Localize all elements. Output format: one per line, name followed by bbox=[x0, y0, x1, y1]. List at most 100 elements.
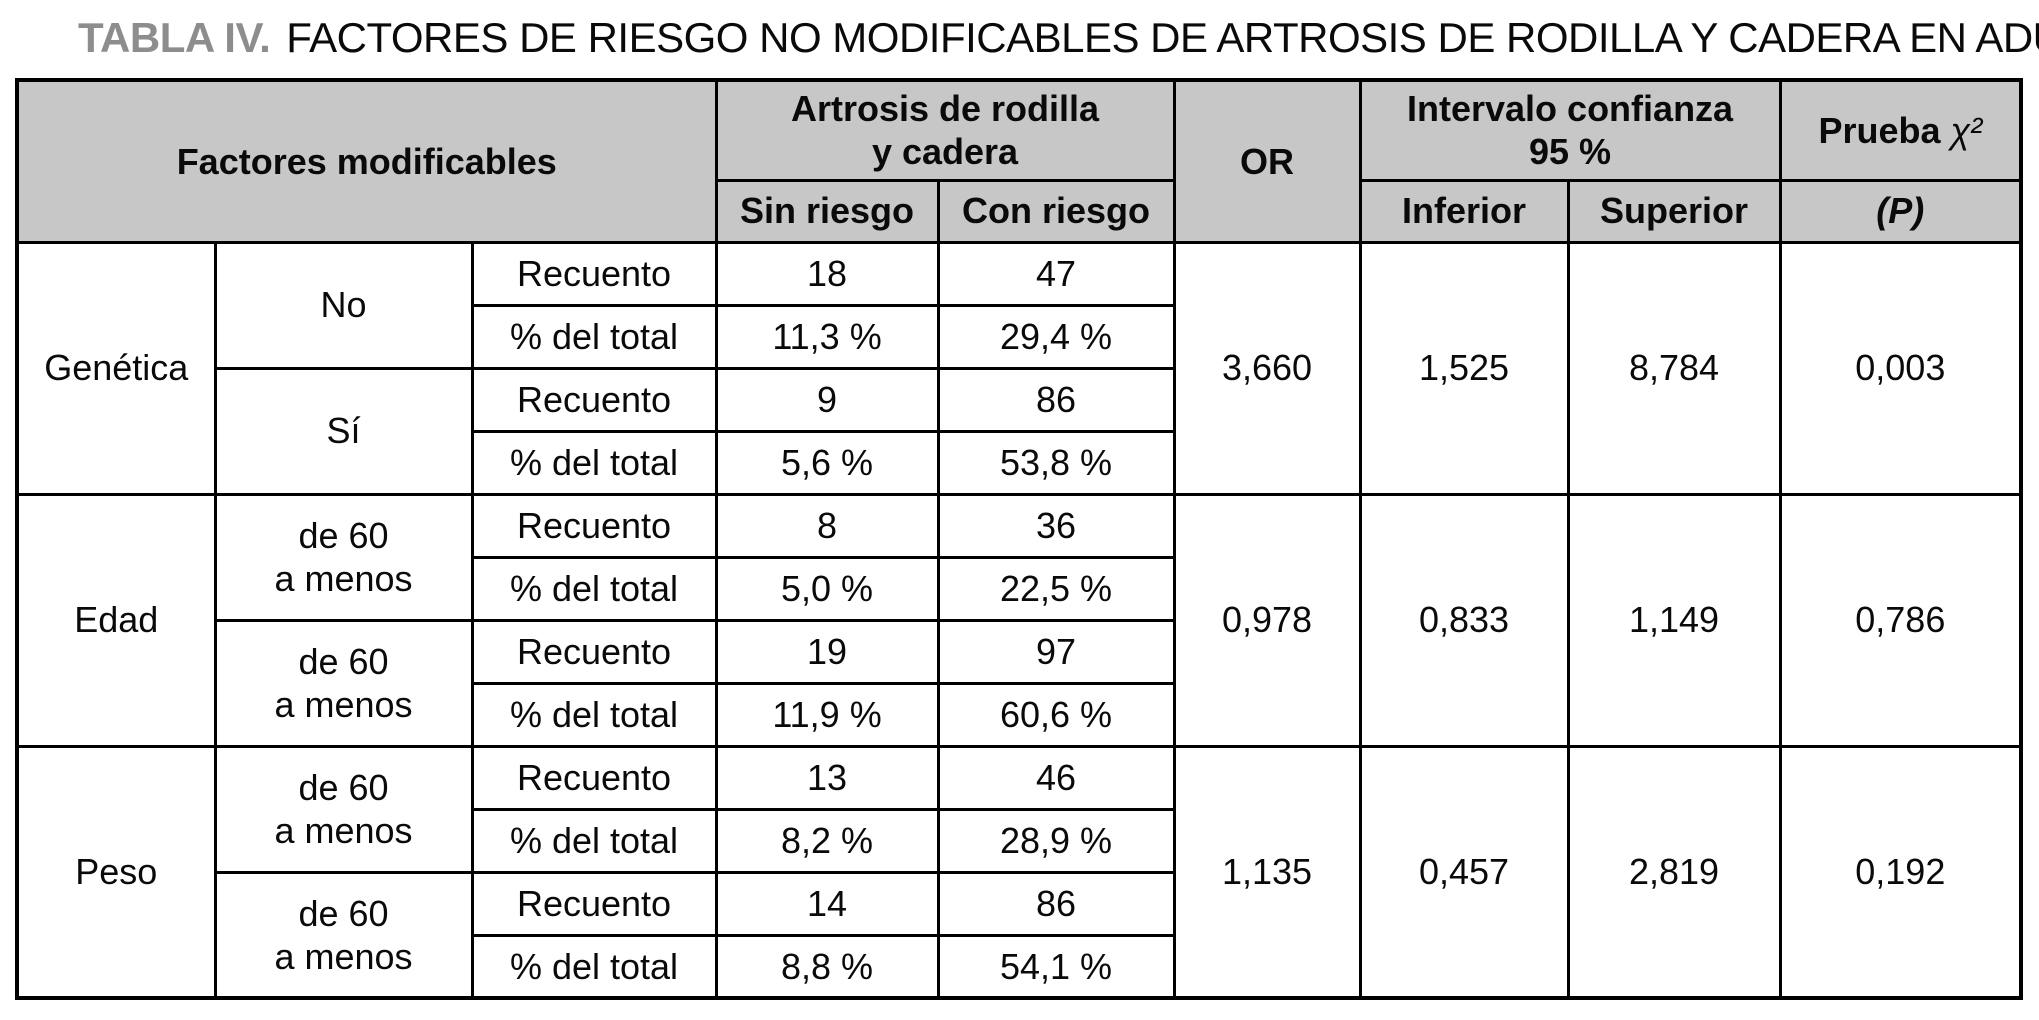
measure-label: % del total bbox=[470, 303, 718, 370]
or-value: 0,978 bbox=[1172, 492, 1362, 748]
ci-superior-value: 1,149 bbox=[1566, 492, 1782, 748]
con-riesgo-value: 28,9 % bbox=[936, 807, 1176, 874]
ci-superior-value: 2,819 bbox=[1566, 744, 1782, 1000]
p-value: 0,786 bbox=[1778, 492, 2023, 748]
table-row: % del total 11,3 % 29,4 % bbox=[17, 303, 2021, 370]
con-riesgo-value: 47 bbox=[936, 240, 1176, 307]
header-inferior: Inferior bbox=[1358, 178, 1570, 244]
table-row: % del total 8,8 % 54,1 % bbox=[17, 933, 2021, 1000]
header-prueba-label: Prueba bbox=[1818, 109, 1941, 151]
sin-riesgo-value: 5,6 % bbox=[714, 429, 940, 496]
ci-inferior-value: 1,525 bbox=[1358, 240, 1570, 496]
table-row: % del total 8,2 % 28,9 % bbox=[17, 807, 2021, 874]
factor-cell: Genética bbox=[15, 240, 217, 496]
p-value: 0,192 bbox=[1778, 744, 2023, 1000]
sin-riesgo-value: 11,3 % bbox=[714, 303, 940, 370]
category-line2: a menos bbox=[274, 810, 413, 851]
category-cell: No bbox=[213, 240, 474, 370]
con-riesgo-value: 29,4 % bbox=[936, 303, 1176, 370]
sin-riesgo-value: 19 bbox=[714, 618, 940, 685]
risk-factors-table: Factores modificables Artrosis de rodill… bbox=[15, 78, 2024, 1000]
ci-superior-value: 8,784 bbox=[1566, 240, 1782, 496]
sin-riesgo-value: 8 bbox=[714, 492, 940, 559]
measure-label: Recuento bbox=[470, 744, 718, 811]
table-row: Genética No Recuento 18 47 3,660 1,525 8… bbox=[15, 240, 2023, 496]
table-row: de 60 a menos Recuento 19 97 bbox=[17, 618, 2021, 748]
con-riesgo-value: 97 bbox=[936, 618, 1176, 685]
measure-label: Recuento bbox=[470, 492, 718, 559]
sin-riesgo-value: 11,9 % bbox=[714, 681, 940, 748]
con-riesgo-value: 54,1 % bbox=[936, 933, 1176, 1000]
factor-cell: Edad bbox=[15, 492, 217, 748]
measure-label: % del total bbox=[470, 681, 718, 748]
sin-riesgo-value: 18 bbox=[714, 240, 940, 307]
header-superior: Superior bbox=[1566, 178, 1782, 244]
table-title-text: FACTORES DE RIESGO NO MODIFICABLES DE AR… bbox=[286, 14, 2039, 61]
table-row: Edad de 60 a menos Recuento 8 36 0,978 0… bbox=[15, 492, 2023, 748]
category-cell: de 60 a menos bbox=[213, 492, 474, 622]
category-line1: No bbox=[320, 284, 367, 326]
chi-squared-symbol: χ² bbox=[1950, 109, 1983, 151]
con-riesgo-value: 60,6 % bbox=[936, 681, 1176, 748]
con-riesgo-value: 46 bbox=[936, 744, 1176, 811]
con-riesgo-value: 53,8 % bbox=[936, 429, 1176, 496]
ci-inferior-value: 0,833 bbox=[1358, 492, 1570, 748]
category-cell: de 60 a menos bbox=[213, 618, 474, 748]
header-or: OR bbox=[1172, 78, 1362, 244]
sin-riesgo-value: 13 bbox=[714, 744, 940, 811]
header-intervalo-line1: Intervalo confianza bbox=[1407, 88, 1734, 130]
sin-riesgo-value: 9 bbox=[714, 366, 940, 433]
measure-label: Recuento bbox=[470, 870, 718, 937]
table-row: % del total 5,6 % 53,8 % bbox=[17, 429, 2021, 496]
ci-inferior-value: 0,457 bbox=[1358, 744, 1570, 1000]
measure-label: % del total bbox=[470, 933, 718, 1000]
or-value: 3,660 bbox=[1172, 240, 1362, 496]
header-p: (P) bbox=[1778, 178, 2023, 244]
measure-label: % del total bbox=[470, 555, 718, 622]
category-cell: de 60 a menos bbox=[213, 870, 474, 1000]
con-riesgo-value: 86 bbox=[936, 870, 1176, 937]
header-sin-riesgo: Sin riesgo bbox=[714, 178, 940, 244]
category-line2: a menos bbox=[274, 558, 413, 599]
category-line2: a menos bbox=[274, 684, 413, 725]
sin-riesgo-value: 14 bbox=[714, 870, 940, 937]
category-line1: de 60 bbox=[298, 892, 389, 934]
header-prueba-chi: Prueba χ² bbox=[1778, 78, 2023, 182]
category-cell: de 60 a menos bbox=[213, 744, 474, 874]
con-riesgo-value: 36 bbox=[936, 492, 1176, 559]
measure-label: Recuento bbox=[470, 366, 718, 433]
header-artrosis-line1: Artrosis de rodilla bbox=[790, 88, 1100, 130]
header-intervalo-confianza: Intervalo confianza 95 % bbox=[1358, 78, 1782, 182]
category-cell: Sí bbox=[213, 366, 474, 496]
table-title: TABLA IV. FACTORES DE RIESGO NO MODIFICAB… bbox=[78, 14, 2039, 62]
table-row: Sí Recuento 9 86 bbox=[17, 366, 2021, 496]
measure-label: Recuento bbox=[470, 240, 718, 307]
category-line1: de 60 bbox=[298, 514, 389, 556]
measure-label: % del total bbox=[470, 429, 718, 496]
factor-cell: Peso bbox=[15, 744, 217, 1000]
table-number-label: TABLA IV. bbox=[78, 14, 271, 61]
category-line1: de 60 bbox=[298, 640, 389, 682]
measure-label: % del total bbox=[470, 807, 718, 874]
category-line1: Sí bbox=[326, 410, 361, 452]
or-value: 1,135 bbox=[1172, 744, 1362, 1000]
category-line2: a menos bbox=[274, 935, 413, 977]
table-row: Peso de 60 a menos Recuento 13 46 1,135 … bbox=[15, 744, 2023, 1000]
header-intervalo-line2: 95 % bbox=[1529, 131, 1612, 173]
header-factores-modificables: Factores modificables bbox=[15, 78, 718, 244]
table-row: de 60 a menos Recuento 14 86 bbox=[17, 870, 2021, 1000]
table-row: % del total 11,9 % 60,6 % bbox=[17, 681, 2021, 748]
sin-riesgo-value: 5,0 % bbox=[714, 555, 940, 622]
measure-label: Recuento bbox=[470, 618, 718, 685]
table-row: % del total 5,0 % 22,5 % bbox=[17, 555, 2021, 622]
header-artrosis-line2: y cadera bbox=[871, 131, 1019, 173]
category-line1: de 60 bbox=[298, 766, 389, 808]
con-riesgo-value: 86 bbox=[936, 366, 1176, 433]
header-con-riesgo: Con riesgo bbox=[936, 178, 1176, 244]
sin-riesgo-value: 8,2 % bbox=[714, 807, 940, 874]
con-riesgo-value: 22,5 % bbox=[936, 555, 1176, 622]
p-value: 0,003 bbox=[1778, 240, 2023, 496]
header-artrosis: Artrosis de rodilla y cadera bbox=[714, 78, 1176, 182]
sin-riesgo-value: 8,8 % bbox=[714, 933, 940, 1000]
